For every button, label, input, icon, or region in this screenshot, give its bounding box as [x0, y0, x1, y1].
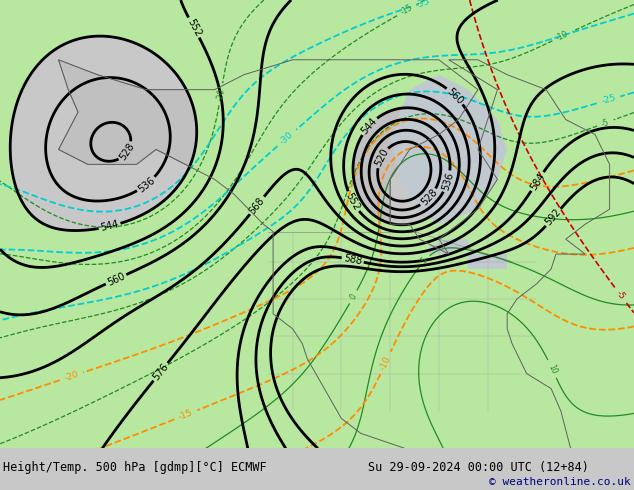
Text: 544: 544 [359, 116, 378, 136]
Text: 5: 5 [419, 256, 429, 266]
Polygon shape [429, 239, 468, 254]
Polygon shape [58, 60, 610, 490]
Text: 536: 536 [440, 171, 455, 192]
Text: 520: 520 [373, 147, 390, 168]
Text: -35: -35 [414, 0, 431, 9]
Text: 552: 552 [344, 191, 362, 212]
Text: -25: -25 [600, 94, 617, 106]
Text: Su 29-09-2024 00:00 UTC (12+84): Su 29-09-2024 00:00 UTC (12+84) [368, 461, 588, 474]
Polygon shape [468, 254, 507, 269]
Text: 568: 568 [247, 195, 267, 216]
Text: 10: 10 [546, 363, 558, 375]
Text: -30: -30 [278, 130, 295, 146]
Text: 560: 560 [105, 271, 127, 288]
Text: -20: -20 [216, 87, 226, 101]
Text: -10: -10 [378, 354, 393, 371]
Text: 0: 0 [348, 293, 358, 301]
Text: 544: 544 [100, 220, 120, 233]
Text: -15: -15 [399, 3, 415, 17]
Text: -20: -20 [63, 370, 80, 383]
Text: 560: 560 [445, 86, 465, 106]
Text: 528: 528 [118, 141, 136, 162]
Text: 552: 552 [185, 17, 203, 38]
Polygon shape [390, 74, 507, 224]
Text: -15: -15 [178, 408, 195, 422]
Text: -5: -5 [614, 289, 627, 302]
Text: 528: 528 [419, 187, 439, 208]
Text: 536: 536 [136, 175, 157, 194]
Text: 584: 584 [528, 171, 547, 192]
Text: 576: 576 [151, 362, 171, 382]
Text: Height/Temp. 500 hPa [gdmp][°C] ECMWF: Height/Temp. 500 hPa [gdmp][°C] ECMWF [3, 461, 267, 474]
Text: 592: 592 [543, 207, 563, 228]
Text: -5: -5 [600, 118, 611, 128]
Text: -10: -10 [555, 29, 570, 43]
Text: 588: 588 [343, 253, 363, 267]
Text: © weatheronline.co.uk: © weatheronline.co.uk [489, 477, 631, 487]
